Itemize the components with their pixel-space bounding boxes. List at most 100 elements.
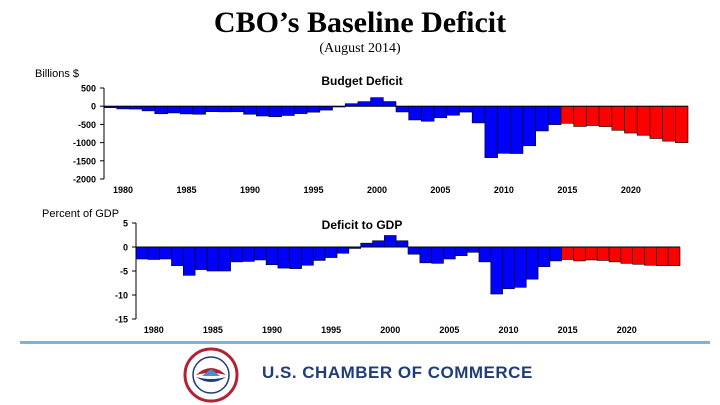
chart1-bar-1984 (167, 105, 181, 114)
chart1-bar-1990 (243, 105, 257, 115)
chart2-xtick-label: 1995 (321, 325, 341, 335)
chart2-bar-2022 (644, 246, 657, 266)
chart2-bar-2013 (537, 246, 551, 267)
chart2-bar-2020 (620, 246, 633, 264)
chart1-bar-1983 (154, 105, 168, 115)
chart1-bar-1993 (281, 105, 295, 116)
chart1-xtick-label: 2000 (367, 185, 387, 195)
chart2-bar-1994 (313, 246, 326, 261)
chart1-ytick-label: 500 (81, 84, 96, 94)
chart1-bar-2004 (421, 105, 435, 122)
chart1-bar-2023 (662, 105, 676, 142)
chart1-ytick-label: -1500 (73, 156, 96, 166)
page-subtitle: (August 2014) (319, 41, 401, 56)
chart1-bar-2013 (535, 105, 549, 132)
chart1-bar-2021 (636, 105, 651, 136)
chart1-bar-1986 (192, 105, 206, 115)
chart2-xtick-label: 2010 (499, 325, 519, 335)
chart1-bar-2010 (497, 105, 511, 154)
chart2-ytick-label: -5 (120, 267, 128, 277)
chart1-bar-2008 (471, 105, 486, 124)
chart2-bar-2007 (466, 246, 480, 253)
chart1-y-axis: 500 0 -500 -1000 -1500 -2000 (73, 84, 105, 185)
chart1-bar-2022 (649, 105, 663, 139)
chart1-ytick-label: 0 (91, 102, 96, 112)
chart1-bar-1989 (230, 105, 244, 113)
chart2-bar-2010 (502, 246, 515, 290)
chart2-bar-1991 (277, 246, 291, 269)
chart2-bar-1985 (206, 246, 220, 272)
chart1-bar-1988 (217, 105, 232, 113)
chart2-xtick-label: 2005 (439, 325, 459, 335)
chart2-ytick-label: -15 (115, 315, 128, 325)
chart2-ytick-label: 0 (123, 243, 128, 253)
chart1-ytick-label: -1000 (73, 138, 96, 148)
chart1-bar-2016 (573, 105, 587, 127)
chart1-title: Budget Deficit (321, 74, 402, 88)
chart1-bar-2005 (433, 105, 448, 119)
chart2-bar-1980 (147, 246, 160, 260)
chart2-bar-2017 (585, 246, 598, 261)
chart2-bar-2000 (384, 235, 397, 248)
chart1-bar-1992 (268, 105, 283, 118)
chart2-bar-2011 (514, 246, 527, 288)
chart1-ytick-label: -2000 (73, 175, 96, 185)
chart2-bar-2016 (573, 246, 586, 262)
chart2-xtick-label: 2020 (617, 325, 637, 335)
chart1-bar-1982 (141, 105, 156, 112)
chart1-bar-2024 (674, 105, 689, 143)
chart2-bar-1988 (242, 246, 255, 262)
page-title: CBO’s Baseline Deficit (213, 6, 507, 39)
chart2-bar-2024 (667, 246, 681, 267)
chart2-title: Deficit to GDP (322, 218, 403, 232)
chart1-xtick-label: 2015 (557, 185, 577, 195)
chart2-bar-2004 (431, 246, 444, 264)
chart2-bar-1986 (218, 246, 231, 272)
chart2-bar-1998 (360, 242, 373, 248)
chart1-bar-2015 (560, 105, 575, 124)
chart2-xtick-label: 1980 (144, 325, 164, 335)
chart2-xtick-label: 1985 (203, 325, 223, 335)
chart2-bar-2019 (608, 246, 622, 263)
chart2-xtick-label: 2015 (558, 325, 578, 335)
chart1-bar-2009 (484, 105, 498, 158)
chart2-y-axis: 5 0 -5 -10 -15 (115, 219, 137, 325)
chart1-bar-1994 (294, 105, 308, 114)
chart2-bar-1983 (183, 246, 196, 276)
chart1-xtick-label: 2020 (621, 185, 641, 195)
budget-deficit-chart: Billions $ Budget Deficit 500 0 -500 -1000 -… (35, 68, 689, 195)
chart2-bar-1987 (230, 246, 243, 263)
chart2-bar-1999 (372, 240, 385, 248)
chart2-bar-1992 (289, 246, 302, 269)
chart1-bar-2019 (611, 105, 625, 131)
footer-divider (20, 341, 710, 344)
chart1-bar-1999 (357, 101, 371, 107)
chart1-bar-2017 (586, 105, 600, 126)
chart2-bar-1984 (194, 246, 208, 270)
chart1-xtick-label: 1995 (303, 185, 323, 195)
chart1-bar-2011 (509, 105, 524, 154)
chart1-bar-2018 (598, 105, 613, 127)
chart1-bar-1996 (319, 105, 333, 111)
chart2-bar-2003 (419, 246, 432, 264)
chart2-bar-1995 (324, 246, 338, 258)
chart2-bar-1981 (159, 246, 172, 260)
chart2-bar-1982 (171, 246, 184, 267)
chart2-bar-2002 (407, 246, 421, 255)
chart1-ytick-label: -500 (78, 120, 96, 130)
chart2-x-axis: 1980 1985 1990 1995 2000 2005 2010 2015 2020 (144, 325, 637, 335)
chart1-x-axis: 1980 1985 1990 1995 2000 2005 2010 2015 2020 (113, 185, 641, 195)
chart1-bar-2012 (522, 105, 536, 147)
chart2-xtick-label: 2000 (380, 325, 400, 335)
chart1-ylabel: Billions $ (35, 68, 79, 80)
chart2-bar-2006 (454, 246, 468, 256)
deficit-to-gdp-chart: Percent of GDP Deficit to GDP 5 0 -5 -10 -15… (42, 208, 681, 335)
chart1-xtick-label: 1990 (240, 185, 260, 195)
chart1-bar-2003 (408, 105, 422, 121)
chart2-bar-2008 (478, 246, 492, 263)
chart1-xtick-label: 1985 (177, 185, 197, 195)
chart2-bar-2001 (395, 240, 409, 248)
chart1-bar-2006 (446, 105, 460, 116)
chamber-seal-logo (183, 347, 239, 403)
chart2-bar-2005 (443, 246, 456, 260)
